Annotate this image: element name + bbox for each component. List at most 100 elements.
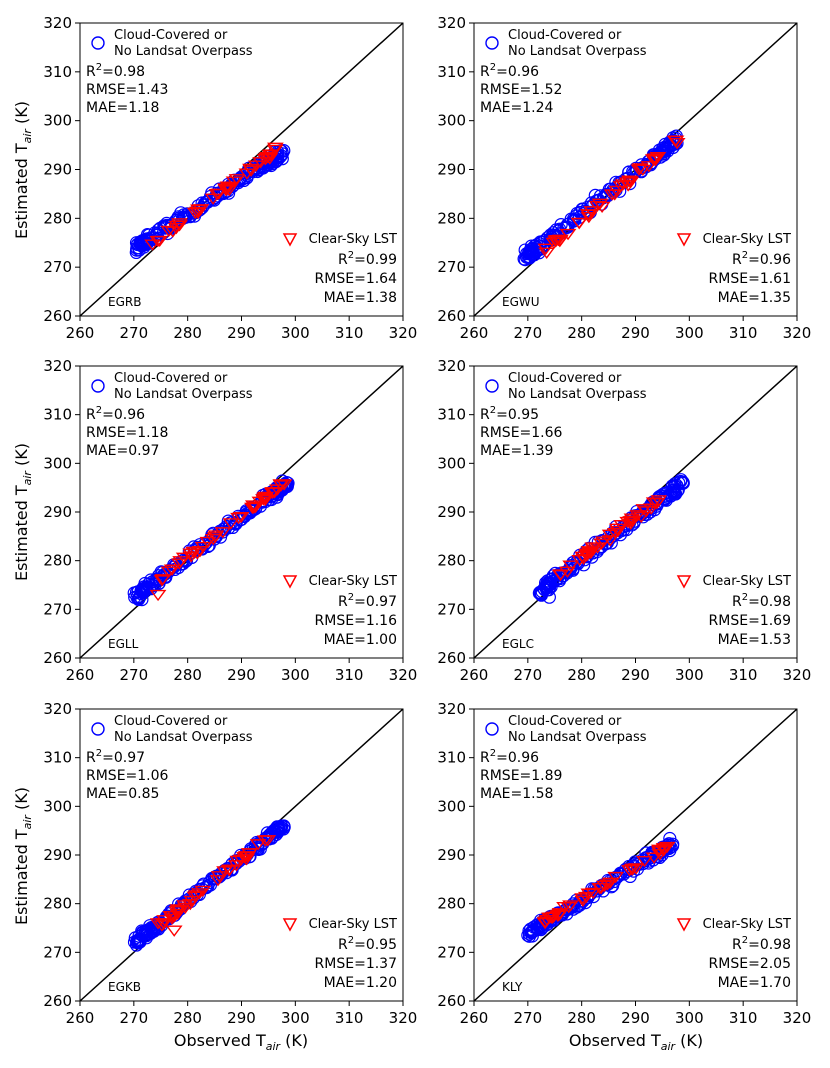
x-tick-label: 290	[227, 1009, 256, 1027]
cloud-point	[533, 242, 548, 256]
clear-r2: R2=0.95	[338, 935, 397, 953]
clear-point	[631, 163, 649, 175]
clear-point	[275, 479, 293, 491]
clear-point	[168, 220, 186, 233]
y-tick-label: 260	[43, 992, 72, 1010]
y-tick-label: 300	[437, 797, 466, 815]
cloud-point	[132, 243, 146, 257]
cloud-mae: MAE=0.97	[86, 443, 159, 459]
x-tick-label: 300	[675, 666, 704, 684]
legend-clear-marker	[676, 575, 692, 589]
cloud-point	[135, 928, 149, 942]
clear-point	[228, 174, 246, 186]
cloud-point	[670, 478, 684, 492]
clear-point	[562, 900, 579, 912]
clear-point	[603, 189, 621, 201]
clear-point	[574, 893, 591, 905]
x-tick-label: 300	[675, 324, 704, 342]
cloud-rmse: RMSE=1.06	[86, 768, 169, 784]
clear-point	[599, 879, 616, 891]
clear-point	[190, 888, 208, 900]
clear-point	[175, 552, 193, 564]
clear-point	[655, 844, 673, 856]
x-tick-label: 290	[621, 666, 650, 684]
x-tick-label: 320	[389, 324, 418, 342]
clear-mae: MAE=1.20	[324, 975, 397, 991]
x-tick-label: 320	[783, 324, 812, 342]
legend-cloud-label: No Landsat Overpass	[114, 387, 253, 402]
y-tick-label: 290	[437, 503, 466, 521]
y-tick-label: 270	[43, 943, 72, 961]
legend-cloud-marker	[91, 379, 105, 393]
clear-point	[562, 560, 580, 572]
clear-mae: MAE=1.53	[718, 632, 791, 648]
legend-cloud-label: Cloud-Covered or	[508, 28, 622, 43]
clear-point	[623, 864, 641, 876]
clear-point	[636, 855, 653, 868]
clear-point	[646, 153, 664, 165]
y-tick-label: 320	[43, 700, 72, 718]
clear-point	[154, 574, 172, 586]
clear-point	[160, 225, 178, 238]
x-tick-label: 260	[460, 1009, 489, 1027]
panel-eglc: 260 270 280 290 300 310 320 260 270 280 290 300 310 3…	[437, 357, 811, 684]
clear-point	[591, 198, 609, 210]
clear-point	[247, 501, 264, 514]
cloud-point	[542, 590, 556, 604]
station-label: KLY	[502, 980, 523, 994]
legend-cloud-label: Cloud-Covered or	[114, 714, 228, 729]
x-tick-label: 260	[460, 666, 489, 684]
clear-point	[256, 494, 274, 507]
clear-point	[163, 564, 181, 576]
y-tick-label: 310	[437, 749, 466, 767]
cloud-r2: R2=0.98	[86, 62, 145, 80]
legend-clear-marker	[282, 918, 298, 932]
x-tick-label: 270	[120, 324, 149, 342]
cloud-point	[525, 929, 539, 943]
y-tick-label: 310	[43, 749, 72, 767]
clear-series	[552, 495, 668, 582]
x-tick-label: 310	[729, 666, 758, 684]
clear-point	[601, 535, 619, 547]
x-tick-label: 320	[389, 666, 418, 684]
legend-clear-marker	[282, 575, 298, 589]
clear-point	[666, 135, 684, 148]
legend-clear-label: Clear-Sky LST	[309, 917, 397, 932]
x-tick-label: 280	[567, 666, 596, 684]
x-tick-label: 270	[514, 324, 543, 342]
clear-point	[256, 835, 274, 847]
clear-point	[606, 527, 624, 540]
clear-point	[559, 566, 576, 578]
clear-point	[208, 189, 226, 201]
legend-cloud-marker	[485, 379, 499, 393]
clear-point	[559, 228, 577, 241]
legend-cloud-label: Cloud-Covered or	[114, 28, 228, 43]
cloud-r2: R2=0.96	[86, 405, 145, 423]
x-tick-label: 280	[567, 324, 596, 342]
y-tick-label: 270	[43, 258, 72, 276]
clear-point	[144, 239, 161, 251]
panel-kly: 260 270 280 290 300 310 320 260 270 280 290 300 310 3…	[437, 700, 811, 1027]
legend-cloud-label: No Landsat Overpass	[114, 44, 253, 59]
clear-point	[642, 503, 660, 515]
clear-point	[263, 487, 281, 500]
y-tick-label: 310	[43, 63, 72, 81]
clear-point	[149, 918, 167, 930]
x-tick-label: 320	[389, 1009, 418, 1027]
cloud-r2: R2=0.97	[86, 748, 145, 766]
cloud-point	[534, 588, 548, 602]
x-tick-label: 290	[227, 324, 256, 342]
cloud-r2: R2=0.95	[480, 405, 539, 423]
legend-cloud-marker	[485, 722, 499, 736]
x-tick-label: 270	[514, 666, 543, 684]
clear-point	[232, 511, 250, 524]
cloud-mae: MAE=1.24	[480, 100, 553, 116]
x-tick-label: 290	[227, 666, 256, 684]
clear-point	[578, 550, 596, 562]
clear-point	[647, 155, 664, 167]
clear-point	[623, 515, 641, 528]
y-tick-label: 260	[43, 307, 72, 325]
x-tick-label: 320	[783, 666, 812, 684]
clear-point	[176, 900, 194, 912]
